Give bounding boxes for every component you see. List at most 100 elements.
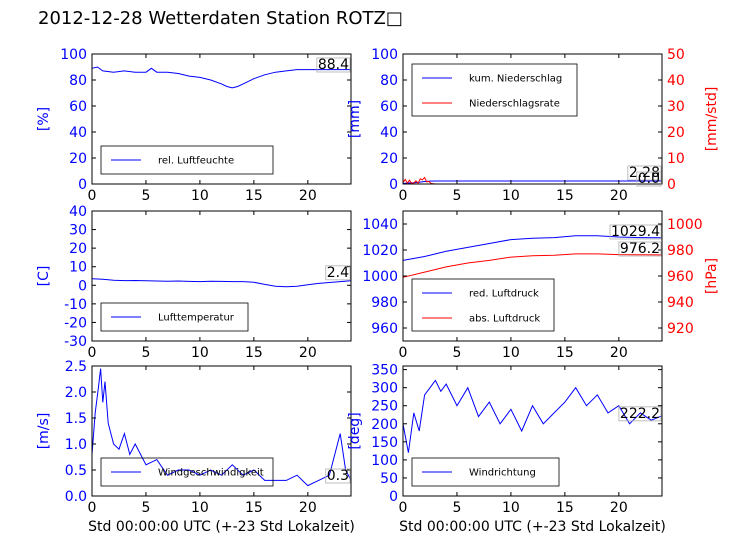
y-tick-label: 0 [78,177,87,193]
plot-frame [91,53,352,185]
series-line-temperature-0 [91,278,352,288]
plot-frame [91,210,352,342]
y-tick-label: 250 [371,399,398,415]
y-tick-label: 980 [371,295,398,311]
legend-label: rel. Luftfeuchte [158,156,234,167]
legend-label: Niederschlagsrate [469,99,560,110]
panel-humidity: 0 5 10 15 20 0 20 40 60 80 100 [%] rel. Luftfeuchte 8… [36,47,352,204]
panel-precip: 0 5 10 15 20 0 20 40 60 80 100 0 10 20 30 40 50 [mm] [mm/s… [347,47,720,204]
x-tick-label: 5 [141,188,150,204]
y2-tick-label: 980 [667,243,694,259]
x-tick-label: 10 [502,500,520,516]
y-tick-label: 0.5 [65,463,87,479]
y-axis-label: [C] [36,266,52,287]
current-value-label: 222.2 [620,406,660,422]
y2-tick-label: 10 [667,151,685,167]
y-tick-label: 20 [69,151,87,167]
y2-tick-label: 960 [667,269,694,285]
legend-box [411,63,578,117]
y-axis-label: [mm] [347,100,363,138]
y-tick-label: 40 [380,125,398,141]
y2-tick-label: 940 [667,295,694,311]
y-tick-label: 80 [380,73,398,89]
y-tick-label: 10 [69,260,87,276]
series-line-precip-0 [402,180,662,184]
current-value-label: 2.4 [327,265,349,281]
y-tick-label: 2.5 [65,359,87,375]
x-tick-label: 5 [452,345,461,361]
x-tick-label: 20 [610,500,628,516]
current-value-label: 1029.4 [611,224,660,240]
y-axis-label: [m/s] [36,413,52,450]
y-tick-label: 100 [60,47,87,63]
y-tick-label: -20 [64,315,87,331]
x-tick-label: 0 [88,345,97,361]
x-tick-label: 20 [610,345,628,361]
current-value-box [325,265,351,281]
y-tick-label: 20 [380,151,398,167]
y-tick-label: 150 [371,435,398,451]
x-tick-label: 5 [452,188,461,204]
legend-label: kum. Niederschlag [469,74,562,85]
current-value-label: 976.2 [620,241,660,257]
x-tick-label: 10 [502,345,520,361]
current-value-box [636,171,662,187]
y2-axis-label: [mm/std] [704,87,720,152]
x-tick-label: 15 [245,345,263,361]
figure-title: 2012-12-28 Wetterdaten Station ROTZ□ [38,8,403,29]
x-tick-label: 20 [610,188,628,204]
current-value-label: 0.0 [638,171,660,187]
legend-box [100,145,274,175]
y-tick-label: 1020 [362,243,398,259]
y-tick-label: 30 [69,223,87,239]
series-line-pressure-1 [402,253,663,278]
legend-label: Windrichtung [469,468,536,479]
y2-tick-label: 50 [667,47,685,63]
x-tick-label: 0 [88,188,97,204]
x-tick-label: 10 [191,188,209,204]
y-tick-label: 0.0 [65,489,87,505]
y2-tick-label: 40 [667,73,685,89]
legend-label: abs. Luftdruck [469,314,540,325]
x-tick-label: 15 [556,500,574,516]
y-tick-label: -10 [64,297,87,313]
y-tick-label: 300 [371,381,398,397]
x-tick-label: 0 [399,188,408,204]
x-axis-label: Std 00:00:00 UTC (+-23 Std Lokalzeit) [88,519,355,535]
plot-frame [402,53,663,185]
x-tick-label: 15 [556,345,574,361]
plot-frame [91,365,352,497]
series-line-winddir-0 [402,379,663,453]
current-value-label: 0.3 [327,468,349,484]
legend-box [411,457,560,487]
plot-frame [402,365,663,497]
y-tick-label: 0 [389,489,398,505]
y-tick-label: 20 [69,241,87,257]
y-tick-label: -30 [64,334,87,350]
x-tick-label: 0 [399,345,408,361]
y-tick-label: 40 [69,125,87,141]
legend-label: Windgeschwindigkeit [158,468,264,479]
y-tick-label: 2.0 [65,385,87,401]
y-tick-label: 40 [69,204,87,220]
current-value-box [609,224,662,240]
x-tick-label: 10 [191,500,209,516]
y-tick-label: 100 [371,47,398,63]
y-axis-label: [%] [36,107,52,131]
y-tick-label: 80 [69,73,87,89]
y-tick-label: 1000 [362,269,398,285]
y-tick-label: 960 [371,321,398,337]
x-tick-label: 15 [245,188,263,204]
x-tick-label: 10 [502,188,520,204]
y-tick-label: 200 [371,417,398,433]
y-tick-label: 50 [380,471,398,487]
y-axis-label: [deg] [347,412,363,449]
legend-box [100,302,249,332]
x-tick-label: 20 [299,188,317,204]
x-tick-label: 20 [299,345,317,361]
panel-pressure: 0 5 10 15 20 960 980 1000 1020 1040 920 940 960 980 10… [362,210,720,361]
legend-label: Lufttemperatur [158,313,235,324]
y-tick-label: 60 [69,99,87,115]
current-value-box [325,468,351,484]
